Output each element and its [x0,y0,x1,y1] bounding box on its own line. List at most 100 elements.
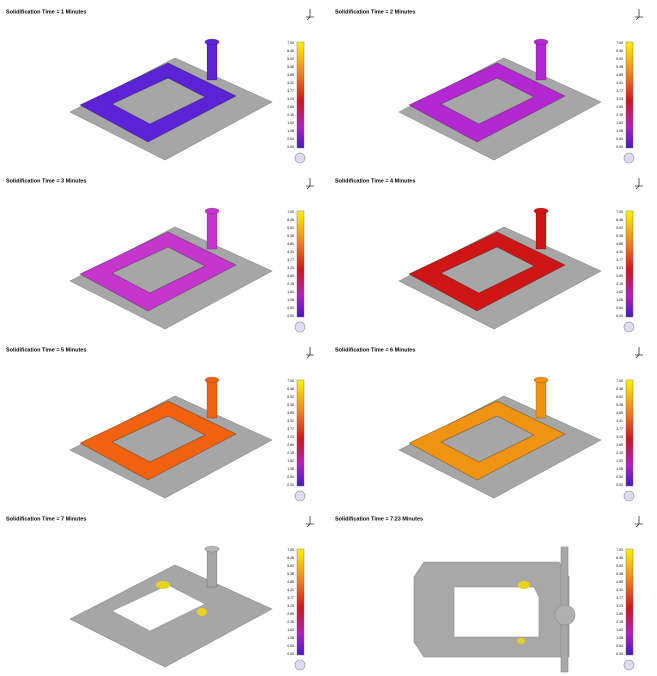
colorbar-label: 4.85 [287,411,294,415]
panel-title: Solidification Time = 4 Minutes [335,178,415,184]
colorbar [626,211,633,317]
colorbar-label: 4.31 [287,419,294,423]
sprue [207,380,217,418]
colorbar-label: 1.62 [287,628,294,632]
figure: Solidification Time = 1 Minutes 7.00 6.46 5… [0,0,657,676]
colorbar-label: 5.92 [616,564,623,568]
panel: Solidification Time = 3 Minutes 7.00 6.46 5… [6,178,314,332]
sprue-top [534,208,548,214]
colorbar-label: 5.38 [287,65,294,69]
panel-title: Solidification Time = 1 Minutes [6,9,86,15]
colorbar-label: 5.92 [287,564,294,568]
panel: Solidification Time = 4 Minutes7.006.465… [335,178,643,332]
colorbar-label: 0.54 [616,475,623,479]
colorbar-label: 2.69 [616,443,623,447]
panel: Solidification Time = 5 Minutes7.006.465… [6,347,314,501]
colorbar-label: 4.31 [616,250,623,254]
axis-triad [635,347,643,358]
colorbar-label: 2.69 [616,274,623,278]
sprue-top [205,208,219,214]
sprue-top [534,39,548,45]
liquid-region [156,581,170,589]
colorbar-label: 6.46 [616,387,623,391]
sprue [536,211,546,249]
colorbar-label: 0.00 [616,483,623,487]
colorbar-label: 1.62 [287,290,294,294]
colorbar-label: 1.62 [616,121,623,125]
colorbar-label: 2.69 [287,443,294,447]
colorbar-label: 5.38 [616,234,623,238]
colorbar-label: 4.31 [287,81,294,85]
view-icon [624,491,634,501]
colorbar-label: 3.77 [616,89,623,93]
colorbar-label: 3.23 [287,266,294,270]
view-icon [624,322,634,332]
colorbar-label: 3.77 [616,427,623,431]
colorbar-label: 6.46 [287,556,294,560]
colorbar-label: 0.54 [616,306,623,310]
colorbar-label: 0.00 [287,314,294,318]
colorbar-label: 4.85 [616,73,623,77]
colorbar-label: 4.31 [616,419,623,423]
colorbar-label: 6.46 [287,218,294,222]
sprue-top [205,377,219,383]
colorbar-label: 3.77 [616,258,623,262]
panel-title: Solidification Time = 5 Minutes [6,347,86,353]
colorbar-label: 0.54 [287,644,294,648]
colorbar-label: 5.38 [287,403,294,407]
colorbar-label: 5.92 [287,226,294,230]
sprue [207,549,217,587]
colorbar-label: 2.69 [616,105,623,109]
colorbar [297,380,304,486]
sprue [207,42,217,80]
colorbar-label: 1.08 [287,467,294,471]
colorbar-label: 0.54 [616,137,623,141]
colorbar-label: 3.77 [616,596,623,600]
colorbar [297,42,304,148]
colorbar-label: 4.85 [287,580,294,584]
colorbar-label: 2.69 [616,612,623,616]
colorbar-label: 5.38 [287,234,294,238]
colorbar-label: 7.00 [616,379,623,383]
panel-title: Solidification Time = 2 Minutes [335,9,415,15]
colorbar-label: 2.69 [287,274,294,278]
view-icon [295,153,305,163]
colorbar-label: 5.38 [616,65,623,69]
colorbar-label: 7.00 [616,41,623,45]
colorbar-label: 0.00 [616,652,623,656]
colorbar-label: 3.23 [287,604,294,608]
colorbar-label: 1.08 [287,129,294,133]
panel: Solidification Time = 1 Minutes7.006.465… [6,9,314,163]
colorbar-label: 4.85 [616,411,623,415]
panel: Solidification Time = 7 Minutes7.006.465… [6,516,314,670]
colorbar-label: 2.69 [287,612,294,616]
colorbar-label: 6.46 [616,49,623,53]
colorbar-label: 0.54 [287,475,294,479]
liquid-region [197,608,207,616]
colorbar-label: 1.08 [287,298,294,302]
colorbar-label: 3.23 [616,604,623,608]
colorbar-label: 1.08 [287,636,294,640]
colorbar-label: 2.15 [616,113,623,117]
colorbar-label: 2.15 [287,282,294,286]
view-icon [295,660,305,670]
colorbar [626,42,633,148]
panel-title: Solidification Time = 3 Minutes [6,178,86,184]
colorbar [297,211,304,317]
colorbar-label: 0.00 [616,314,623,318]
colorbar-label: 5.92 [616,226,623,230]
colorbar-label: 7.00 [287,210,294,214]
colorbar-label: 1.08 [616,467,623,471]
colorbar [626,380,633,486]
casting-plate [414,562,569,657]
colorbar-label: 4.85 [287,73,294,77]
colorbar-label: 2.15 [616,282,623,286]
colorbar-label: 0.54 [287,137,294,141]
colorbar-label: 6.46 [616,218,623,222]
colorbar-label: 1.08 [616,129,623,133]
panel-title: Solidification Time = 7.23 Minutes [335,516,423,522]
colorbar-label: 1.08 [616,636,623,640]
colorbar-label: 3.23 [616,97,623,101]
axis-triad [306,178,314,189]
view-icon [624,660,634,670]
